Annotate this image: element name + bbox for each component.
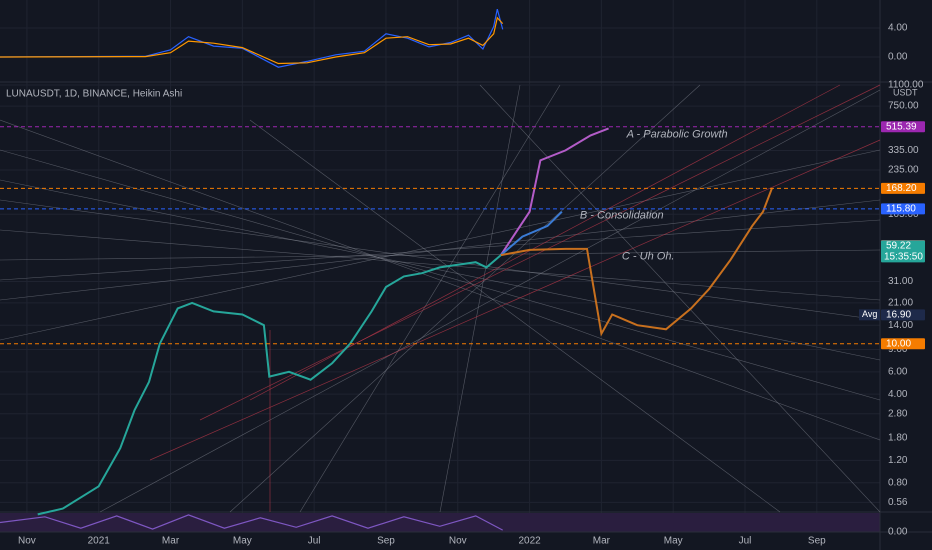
x-tick-label: 2021 <box>88 536 111 547</box>
trend-line <box>439 84 521 513</box>
trend-line <box>299 84 561 513</box>
y-tick-label: 2.80 <box>888 408 908 419</box>
price-badge <box>881 121 925 133</box>
series-line <box>500 127 609 256</box>
y-tick-label: 9.00 <box>888 344 908 355</box>
price-badge-label: 515.39 <box>886 121 917 132</box>
price-badge-label: 16.90 <box>886 309 911 320</box>
x-tick-label: Nov <box>18 536 36 547</box>
price-badge-label: 10.00 <box>886 338 911 349</box>
countdown: 15:35:50 <box>884 251 923 262</box>
y-tick-label: 0.80 <box>888 477 908 488</box>
series-line <box>500 188 773 337</box>
avg-tag <box>859 309 880 321</box>
price-badge-label: 115.80 <box>886 204 916 215</box>
y-tick-label: 6.00 <box>888 366 908 377</box>
y-tick-label: 1100.00 <box>888 80 924 91</box>
trend-line <box>479 84 881 513</box>
price-badge-label: 168.20 <box>886 183 917 194</box>
y-tick-label: 235.00 <box>888 165 919 176</box>
trend-line <box>0 119 881 441</box>
price-badge <box>881 182 925 194</box>
y-tick-label: 21.00 <box>888 298 913 309</box>
x-tick-label: Jul <box>308 536 321 547</box>
unit-label: USDT <box>893 87 918 97</box>
series-line <box>500 210 563 256</box>
y-tick-label: 14.00 <box>888 320 913 331</box>
y-tick-label: 0.00 <box>888 52 908 63</box>
price-badge <box>881 338 925 350</box>
avg-tag-label: Avg <box>862 309 877 319</box>
price-badge <box>881 240 925 263</box>
price-badge <box>881 203 925 215</box>
trend-line <box>0 249 881 261</box>
series-label: C - Uh Oh. <box>622 250 675 262</box>
x-tick-label: Mar <box>593 536 611 547</box>
stoch-band <box>0 513 880 532</box>
trend-line <box>149 139 881 461</box>
trend-line <box>199 84 881 421</box>
y-tick-label: 4.00 <box>888 23 908 34</box>
trend-line <box>0 149 881 341</box>
trend-line <box>0 229 881 301</box>
price-badge-label: 59.22 <box>886 240 911 251</box>
y-tick-label: 31.00 <box>888 276 913 287</box>
trend-line <box>99 89 881 513</box>
trend-lines <box>0 84 881 513</box>
price-badge <box>881 309 925 321</box>
trend-line <box>249 84 841 401</box>
y-tick-label: 1.20 <box>888 455 908 466</box>
trend-line <box>249 119 781 513</box>
trend-line <box>0 149 881 401</box>
y-tick-label: 4.00 <box>888 389 908 400</box>
series-line <box>0 8 504 68</box>
y-tick-label: 335.00 <box>888 145 919 156</box>
x-tick-label: Mar <box>162 536 180 547</box>
y-tick-label: 105.00 <box>888 209 919 220</box>
trend-line <box>229 84 701 513</box>
y-tick-label: 750.00 <box>888 101 919 112</box>
trend-line <box>0 179 881 361</box>
x-tick-label: Sep <box>377 536 395 547</box>
trend-line <box>0 219 881 281</box>
x-tick-label: Sep <box>808 536 826 547</box>
chart-title: LUNAUSDT, 1D, BINANCE, Heikin Ashi <box>6 89 182 100</box>
x-tick-label: Nov <box>449 536 467 547</box>
y-tick-label: 1.80 <box>888 433 908 444</box>
series-label: A - Parabolic Growth <box>626 128 728 140</box>
x-tick-label: 2022 <box>518 536 541 547</box>
x-tick-label: May <box>233 536 252 547</box>
series-label: B - Consolidation <box>580 210 664 222</box>
y-tick-label: 0.00 <box>888 527 908 538</box>
series-line <box>37 254 502 516</box>
x-tick-label: Jul <box>739 536 752 547</box>
series-line <box>0 16 504 65</box>
trend-line <box>0 199 881 321</box>
series-line <box>0 514 503 531</box>
x-tick-label: May <box>664 536 683 547</box>
y-tick-label: 0.56 <box>888 497 908 508</box>
